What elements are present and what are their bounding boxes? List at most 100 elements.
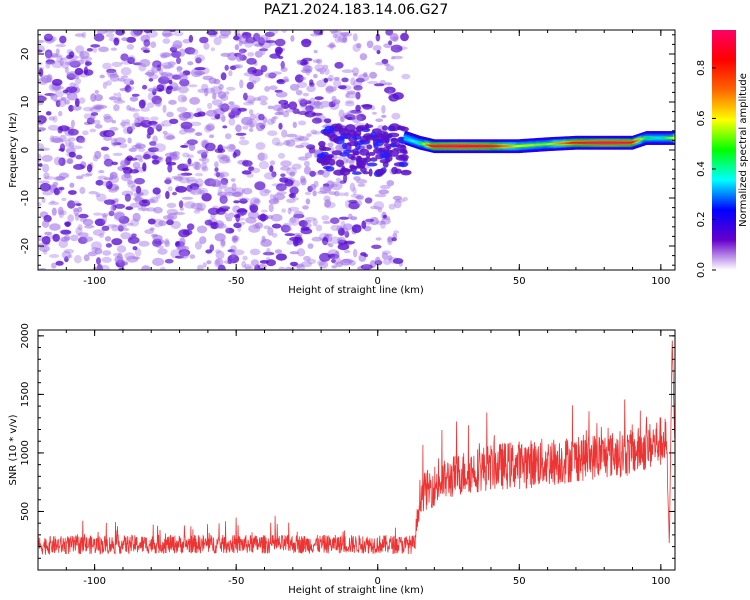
spectrogram-noise-blob (331, 259, 336, 263)
spectrogram-noise-blob (114, 255, 124, 264)
spectrogram-noise-blob (309, 82, 315, 87)
spectrogram-noise-blob (267, 227, 274, 236)
spectrogram-noise-blob (110, 204, 115, 213)
spectrogram-noise-blob (238, 221, 246, 225)
spectrogram-noise-blob (385, 216, 391, 221)
spectrogram-noise-blob (192, 161, 200, 170)
spectrogram-noise-blob (125, 206, 134, 211)
spectrogram-noise-blob (166, 202, 177, 208)
spectrogram-noise-blob (275, 91, 288, 98)
spectrogram-noise-blob (139, 159, 144, 163)
spectrogram-noise-blob (38, 39, 45, 44)
spectrogram-noise-blob (111, 224, 120, 232)
spectrogram-noise-blob (78, 97, 86, 104)
colorbar: 0.0 0.2 0.4 0.6 0.8 Normalized spectral ampl… (696, 30, 749, 278)
spectrogram-noise-blob (98, 170, 105, 174)
spectrogram-noise-blob (221, 198, 228, 204)
spectrogram-noise-blob (112, 142, 122, 146)
spectrogram-transition-blob (323, 131, 331, 136)
spectrogram-noise-blob (149, 141, 157, 146)
spectrogram-noise-blob (120, 53, 129, 61)
spectrogram-noise-blob (246, 81, 254, 90)
spectrogram-noise-blob (260, 65, 268, 73)
spectrogram-noise-blob (119, 121, 131, 127)
spectrogram-noise-blob (166, 219, 174, 226)
spectrogram-noise-blob (102, 81, 107, 89)
spectrogram-noise-blob (288, 206, 300, 212)
spectrogram-noise-blob (362, 263, 369, 270)
spectrogram-noise-blob (197, 88, 207, 94)
spectrogram-noise-blob (281, 208, 287, 213)
spectrogram-noise-blob (246, 119, 258, 128)
spectrogram-noise-blob (241, 260, 247, 268)
spectrogram-noise-blob (114, 211, 126, 220)
spectrogram-noise-blob (282, 110, 290, 118)
spectrogram-noise-blob (290, 35, 295, 42)
spectrogram-noise-blob (319, 252, 331, 262)
spectrogram-noise-blob (302, 65, 313, 72)
spectrogram-noise-blob (57, 206, 64, 216)
spectrogram-noise-blob (53, 156, 63, 166)
spectrogram-noise-blob (271, 232, 278, 238)
spectrogram-noise-blob (122, 228, 130, 231)
spectrogram-noise-blob (96, 30, 108, 35)
spectrogram-noise-blob (189, 183, 200, 191)
spectrogram-noise-blob (204, 142, 216, 152)
spectrogram-noise-blob (69, 182, 75, 188)
spectrogram-noise-blob (70, 119, 75, 128)
spectrogram-noise-blob (81, 236, 94, 243)
spectrogram-noise-blob (147, 87, 159, 92)
spectrogram-noise-blob (75, 45, 85, 54)
spectrogram-noise-blob (337, 34, 347, 43)
spectrogram-noise-blob (234, 214, 241, 219)
spectrogram-noise-blob (384, 86, 396, 94)
spectrogram-noise-blob (177, 85, 189, 94)
spectrogram-noise-blob (55, 260, 64, 266)
spectrogram-noise-blob (103, 115, 114, 123)
spectrogram-noise-blob (245, 216, 257, 224)
spectrogram-noise-blob (97, 175, 107, 180)
spectrogram-noise-blob (348, 213, 353, 220)
spectrogram-transition-blob (388, 123, 401, 132)
spectrogram-noise-blob (85, 61, 92, 66)
spectrogram-noise-blob (73, 207, 79, 213)
spectrogram-noise-blob (267, 105, 274, 110)
spectrogram-noise-blob (228, 104, 241, 111)
spectrogram-noise-blob (303, 160, 310, 167)
spectrogram-noise-blob (218, 171, 230, 178)
spectrogram-transition-blob (316, 157, 327, 164)
spectrogram-noise-blob (48, 201, 60, 206)
spectrogram-transition-blob (349, 164, 356, 168)
spectrogram-noise-blob (301, 38, 312, 48)
spectrogram-noise-blob (385, 65, 395, 72)
spectrogram-noise-blob (94, 218, 106, 227)
spectrogram-noise-blob (78, 139, 86, 144)
spectrogram-noise-blob (322, 240, 328, 245)
spectrogram-noise-blob (344, 230, 350, 238)
snr-panel: -100 -50 0 50 100 500 1000 1500 2000 Height of s… (8, 323, 676, 596)
spectrogram-noise-blob (296, 81, 308, 89)
spectrogram-noise-blob (177, 245, 190, 251)
spectrogram-noise-blob (185, 141, 197, 145)
snr-y-tick-label: 1000 (20, 440, 31, 465)
spectrogram-noise-blob (263, 189, 272, 194)
spectrogram-noise-blob (229, 65, 237, 71)
spectrogram-noise-blob (341, 69, 354, 73)
spectrogram-noise-blob (330, 181, 343, 191)
spectrogram-noise-blob (271, 137, 281, 146)
spectrogram-noise-blob (38, 127, 46, 131)
spectrogram-noise-blob (105, 30, 116, 33)
spectrogram-x-tick-label: 0 (375, 276, 381, 287)
spectrogram-noise-blob (188, 84, 198, 88)
spectrogram-noise-blob (281, 129, 288, 138)
spectrogram-noise-blob (113, 252, 122, 257)
spectrogram-noise-blob (380, 220, 386, 229)
spectrogram-noise-blob (228, 70, 233, 77)
spectrogram-noise-blob (339, 32, 350, 36)
spectrogram-noise-blob (390, 44, 403, 53)
spectrogram-noise-blob (235, 132, 247, 136)
spectrogram-noise-blob (316, 68, 327, 73)
spectrogram-noise-blob (237, 207, 248, 216)
